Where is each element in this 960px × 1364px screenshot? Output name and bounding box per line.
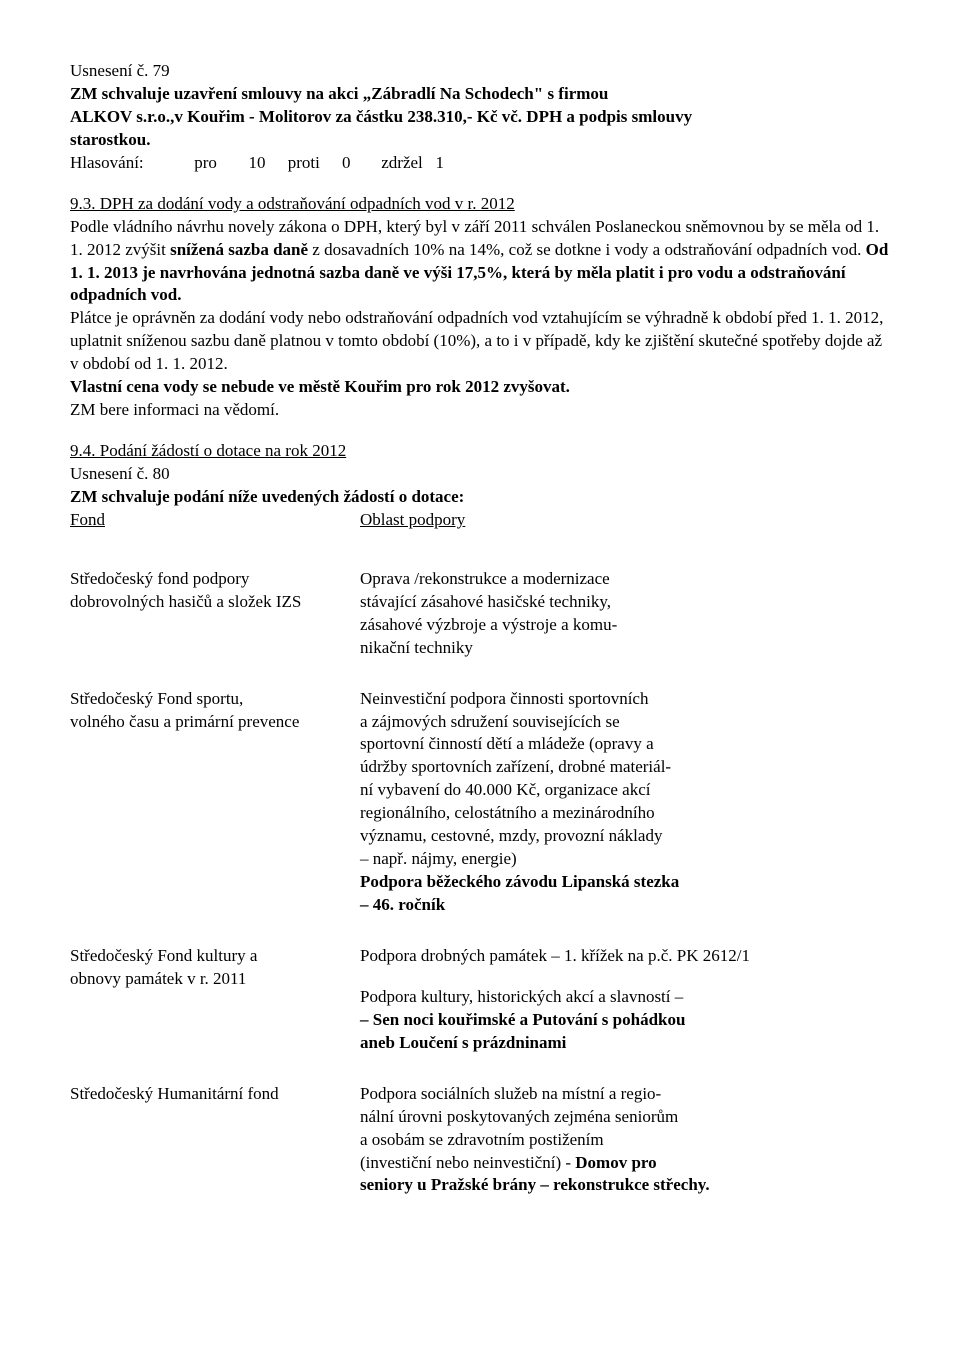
fund-2-r10: – 46. ročník xyxy=(360,894,890,917)
fund-4-r1: Podpora sociálních služeb na místní a re… xyxy=(360,1083,890,1106)
fund-header-row: Fond Oblast podpory xyxy=(70,509,890,532)
fund-2-r6: regionálního, celostátního a mezinárodní… xyxy=(360,802,890,825)
fund-row-4: Středočeský Humanitární fond Podpora soc… xyxy=(70,1083,890,1198)
vote-row: Hlasování: pro 10 proti 0 zdržel 1 xyxy=(70,152,890,175)
fund-4-r2: nální úrovni poskytovaných zejména senio… xyxy=(360,1106,890,1129)
fund-2-r9: Podpora běžeckého závodu Lipanská stezka xyxy=(360,871,890,894)
fund-3-r1: Podpora drobných památek – 1. křížek na … xyxy=(360,945,890,968)
vote-pro-key: pro xyxy=(194,152,244,175)
fund-2-l1: Středočeský Fond sportu, xyxy=(70,688,360,711)
vote-proti-val: 0 xyxy=(342,152,377,175)
vote-pro-val: 10 xyxy=(249,152,284,175)
fund-1-l2: dobrovolných hasičů a složek IZS xyxy=(70,591,360,614)
fund-2-r4: údržby sportovních zařízení, drobné mate… xyxy=(360,756,890,779)
fund-3-right: Podpora drobných památek – 1. křížek na … xyxy=(360,945,890,1055)
fund-4-r5b: rekonstrukce střechy. xyxy=(553,1175,709,1194)
section-9-3-p2: Plátce je oprávněn za dodání vody nebo o… xyxy=(70,307,890,376)
section-9-3-p3: Vlastní cena vody se nebude ve městě Kou… xyxy=(70,376,890,399)
resolution-80-heading: Usnesení č. 80 xyxy=(70,463,890,486)
fund-2-left: Středočeský Fond sportu, volného času a … xyxy=(70,688,360,917)
section-9-3-p1: Podle vládního návrhu novely zákona o DP… xyxy=(70,216,890,308)
fund-4-r3: a osobám se zdravotním postižením xyxy=(360,1129,890,1152)
fund-1-right: Oprava /rekonstrukce a modernizace stáva… xyxy=(360,568,890,660)
fund-2-r3: sportovní činností dětí a mládeže (oprav… xyxy=(360,733,890,756)
fund-3-l1: Středočeský Fond kultury a xyxy=(70,945,360,968)
section-9-4: 9.4. Podání žádostí o dotace na rok 2012… xyxy=(70,440,890,532)
fund-3-left: Středočeský Fond kultury a obnovy památe… xyxy=(70,945,360,1055)
fund-1-r4: nikační techniky xyxy=(360,637,890,660)
fund-4-r5: seniory u Pražské brány – rekonstrukce s… xyxy=(360,1174,890,1197)
vote-zdrzel-val: 1 xyxy=(436,152,471,175)
section-9-4-title: 9.4. Podání žádostí o dotace na rok 2012 xyxy=(70,440,890,463)
section-9-3-p4: ZM bere informaci na vědomí. xyxy=(70,399,890,422)
fund-1-r3: zásahové výzbroje a výstroje a komu- xyxy=(360,614,890,637)
fund-4-left: Středočeský Humanitární fond xyxy=(70,1083,360,1198)
fund-3-r3: – Sen noci kouřimské a Putování s pohádk… xyxy=(360,1009,890,1032)
fund-header-left: Fond xyxy=(70,509,360,532)
resolution-heading: Usnesení č. 79 xyxy=(70,60,890,83)
fund-1-l1: Středočeský fond podpory xyxy=(70,568,360,591)
resolution-line-3: starostkou. xyxy=(70,129,890,152)
fund-2-r2: a zájmových sdružení souvisejících se xyxy=(360,711,890,734)
fund-header-right: Oblast podpory xyxy=(360,509,890,532)
vote-proti-key: proti xyxy=(288,152,338,175)
fund-2-r5: ní vybavení do 40.000 Kč, organizace akc… xyxy=(360,779,890,802)
fund-4-r4b: Domov pro xyxy=(575,1153,656,1172)
fund-row-2: Středočeský Fond sportu, volného času a … xyxy=(70,688,890,917)
fund-2-r8: – např. nájmy, energie) xyxy=(360,848,890,871)
fund-4-right: Podpora sociálních služeb na místní a re… xyxy=(360,1083,890,1198)
fund-4-r4: (investiční nebo neinvestiční) - Domov p… xyxy=(360,1152,890,1175)
fund-1-left: Středočeský fond podpory dobrovolných ha… xyxy=(70,568,360,660)
fund-1-r1: Oprava /rekonstrukce a modernizace xyxy=(360,568,890,591)
fund-2-r7: významu, cestovné, mzdy, provozní náklad… xyxy=(360,825,890,848)
fund-3-r4: aneb Loučení s prázdninami xyxy=(360,1032,890,1055)
fund-3-l2: obnovy památek v r. 2011 xyxy=(70,968,360,991)
resolution-line-1: ZM schvaluje uzavření smlouvy na akci „Z… xyxy=(70,83,890,106)
p1-b: snížená sazba daně xyxy=(170,240,308,259)
fund-row-3: Středočeský Fond kultury a obnovy památe… xyxy=(70,945,890,1055)
vote-zdrzel-key: zdržel xyxy=(381,152,431,175)
resolution-80-text: ZM schvaluje podání níže uvedených žádos… xyxy=(70,486,890,509)
fund-1-r2: stávající zásahové hasičské techniky, xyxy=(360,591,890,614)
fund-2-l2: volného času a primární prevence xyxy=(70,711,360,734)
vote-label: Hlasování: xyxy=(70,152,190,175)
p1-c: z dosavadních 10% na 14%, což se dotkne … xyxy=(308,240,866,259)
fund-4-l1: Středočeský Humanitární fond xyxy=(70,1083,360,1106)
fund-4-r4a: (investiční nebo neinvestiční) - xyxy=(360,1153,575,1172)
section-9-3: 9.3. DPH za dodání vody a odstraňování o… xyxy=(70,193,890,422)
fund-2-r1: Neinvestiční podpora činnosti sportovníc… xyxy=(360,688,890,711)
resolution-line-2: ALKOV s.r.o.,v Kouřim - Molitorov za čás… xyxy=(70,106,890,129)
section-9-3-title: 9.3. DPH za dodání vody a odstraňování o… xyxy=(70,193,890,216)
resolution-79: Usnesení č. 79 ZM schvaluje uzavření sml… xyxy=(70,60,890,175)
fund-3-r2: Podpora kultury, historických akcí a sla… xyxy=(360,986,890,1009)
fund-row-1: Středočeský fond podpory dobrovolných ha… xyxy=(70,568,890,660)
fund-2-right: Neinvestiční podpora činnosti sportovníc… xyxy=(360,688,890,917)
fund-4-r5a: seniory u Pražské brány – xyxy=(360,1175,553,1194)
